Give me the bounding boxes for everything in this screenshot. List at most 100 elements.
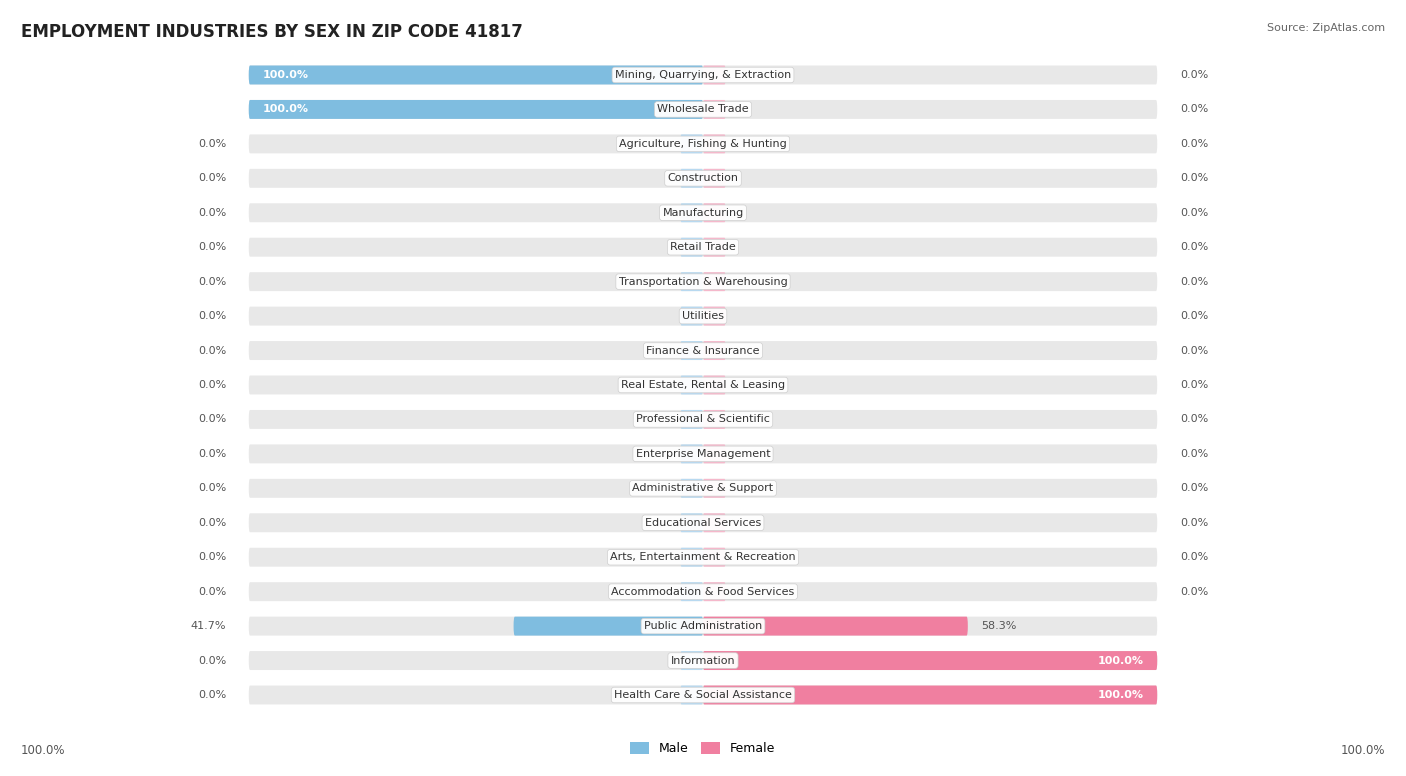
FancyBboxPatch shape — [249, 582, 1157, 601]
FancyBboxPatch shape — [703, 134, 725, 154]
FancyBboxPatch shape — [681, 445, 703, 463]
Text: 0.0%: 0.0% — [198, 656, 226, 666]
FancyBboxPatch shape — [703, 410, 725, 429]
FancyBboxPatch shape — [249, 651, 1157, 670]
Text: 0.0%: 0.0% — [1180, 70, 1208, 80]
Text: Arts, Entertainment & Recreation: Arts, Entertainment & Recreation — [610, 553, 796, 563]
Text: Transportation & Warehousing: Transportation & Warehousing — [619, 277, 787, 286]
FancyBboxPatch shape — [681, 685, 703, 705]
Text: 0.0%: 0.0% — [1180, 105, 1208, 114]
Text: 0.0%: 0.0% — [1180, 483, 1208, 494]
Text: EMPLOYMENT INDUSTRIES BY SEX IN ZIP CODE 41817: EMPLOYMENT INDUSTRIES BY SEX IN ZIP CODE… — [21, 23, 523, 41]
Text: 100.0%: 100.0% — [263, 70, 308, 80]
Text: 0.0%: 0.0% — [1180, 345, 1208, 355]
Text: 0.0%: 0.0% — [1180, 277, 1208, 286]
Text: 0.0%: 0.0% — [198, 277, 226, 286]
Text: 41.7%: 41.7% — [191, 621, 226, 631]
FancyBboxPatch shape — [249, 272, 1157, 291]
FancyBboxPatch shape — [249, 65, 1157, 85]
Legend: Male, Female: Male, Female — [626, 737, 780, 760]
FancyBboxPatch shape — [681, 376, 703, 394]
Text: 0.0%: 0.0% — [198, 139, 226, 149]
Text: Enterprise Management: Enterprise Management — [636, 449, 770, 459]
FancyBboxPatch shape — [681, 513, 703, 532]
FancyBboxPatch shape — [703, 65, 725, 85]
Text: 100.0%: 100.0% — [1340, 743, 1385, 757]
Text: Retail Trade: Retail Trade — [671, 242, 735, 252]
FancyBboxPatch shape — [249, 203, 1157, 222]
FancyBboxPatch shape — [681, 203, 703, 222]
FancyBboxPatch shape — [249, 134, 1157, 154]
FancyBboxPatch shape — [249, 237, 1157, 257]
FancyBboxPatch shape — [249, 548, 1157, 566]
FancyBboxPatch shape — [703, 341, 725, 360]
Text: 0.0%: 0.0% — [198, 380, 226, 390]
Text: 0.0%: 0.0% — [198, 587, 226, 597]
Text: 0.0%: 0.0% — [1180, 208, 1208, 218]
Text: Professional & Scientific: Professional & Scientific — [636, 414, 770, 424]
Text: 0.0%: 0.0% — [1180, 173, 1208, 183]
FancyBboxPatch shape — [681, 307, 703, 326]
Text: 0.0%: 0.0% — [1180, 311, 1208, 321]
FancyBboxPatch shape — [681, 479, 703, 497]
FancyBboxPatch shape — [249, 617, 1157, 636]
FancyBboxPatch shape — [703, 272, 725, 291]
FancyBboxPatch shape — [249, 685, 1157, 705]
Text: Educational Services: Educational Services — [645, 518, 761, 528]
Text: Manufacturing: Manufacturing — [662, 208, 744, 218]
Text: 100.0%: 100.0% — [263, 105, 308, 114]
Text: Utilities: Utilities — [682, 311, 724, 321]
FancyBboxPatch shape — [703, 685, 1157, 705]
Text: 0.0%: 0.0% — [198, 449, 226, 459]
FancyBboxPatch shape — [703, 376, 725, 394]
FancyBboxPatch shape — [703, 100, 725, 119]
Text: 0.0%: 0.0% — [1180, 449, 1208, 459]
Text: 0.0%: 0.0% — [1180, 518, 1208, 528]
Text: Public Administration: Public Administration — [644, 621, 762, 631]
FancyBboxPatch shape — [703, 479, 725, 497]
FancyBboxPatch shape — [681, 410, 703, 429]
FancyBboxPatch shape — [703, 445, 725, 463]
Text: 0.0%: 0.0% — [1180, 139, 1208, 149]
Text: 0.0%: 0.0% — [1180, 553, 1208, 563]
FancyBboxPatch shape — [249, 410, 1157, 429]
FancyBboxPatch shape — [703, 169, 725, 188]
FancyBboxPatch shape — [249, 341, 1157, 360]
FancyBboxPatch shape — [703, 617, 967, 636]
FancyBboxPatch shape — [681, 341, 703, 360]
Text: 0.0%: 0.0% — [1180, 242, 1208, 252]
Text: 0.0%: 0.0% — [198, 345, 226, 355]
Text: 0.0%: 0.0% — [198, 483, 226, 494]
Text: 58.3%: 58.3% — [981, 621, 1017, 631]
FancyBboxPatch shape — [681, 134, 703, 154]
FancyBboxPatch shape — [249, 376, 1157, 394]
FancyBboxPatch shape — [681, 169, 703, 188]
Text: 0.0%: 0.0% — [198, 690, 226, 700]
Text: Mining, Quarrying, & Extraction: Mining, Quarrying, & Extraction — [614, 70, 792, 80]
Text: Finance & Insurance: Finance & Insurance — [647, 345, 759, 355]
FancyBboxPatch shape — [249, 513, 1157, 532]
Text: 0.0%: 0.0% — [1180, 380, 1208, 390]
FancyBboxPatch shape — [703, 548, 725, 566]
FancyBboxPatch shape — [249, 169, 1157, 188]
Text: 0.0%: 0.0% — [1180, 414, 1208, 424]
Text: 0.0%: 0.0% — [198, 173, 226, 183]
FancyBboxPatch shape — [703, 237, 725, 257]
Text: 0.0%: 0.0% — [198, 311, 226, 321]
FancyBboxPatch shape — [249, 307, 1157, 326]
Text: 100.0%: 100.0% — [1098, 690, 1143, 700]
Text: Source: ZipAtlas.com: Source: ZipAtlas.com — [1267, 23, 1385, 33]
FancyBboxPatch shape — [249, 479, 1157, 497]
Text: Accommodation & Food Services: Accommodation & Food Services — [612, 587, 794, 597]
FancyBboxPatch shape — [681, 651, 703, 670]
FancyBboxPatch shape — [249, 100, 703, 119]
Text: Real Estate, Rental & Leasing: Real Estate, Rental & Leasing — [621, 380, 785, 390]
FancyBboxPatch shape — [249, 65, 703, 85]
Text: Administrative & Support: Administrative & Support — [633, 483, 773, 494]
Text: Wholesale Trade: Wholesale Trade — [657, 105, 749, 114]
FancyBboxPatch shape — [703, 307, 725, 326]
Text: Health Care & Social Assistance: Health Care & Social Assistance — [614, 690, 792, 700]
FancyBboxPatch shape — [703, 651, 1157, 670]
Text: 100.0%: 100.0% — [1098, 656, 1143, 666]
Text: 0.0%: 0.0% — [198, 208, 226, 218]
